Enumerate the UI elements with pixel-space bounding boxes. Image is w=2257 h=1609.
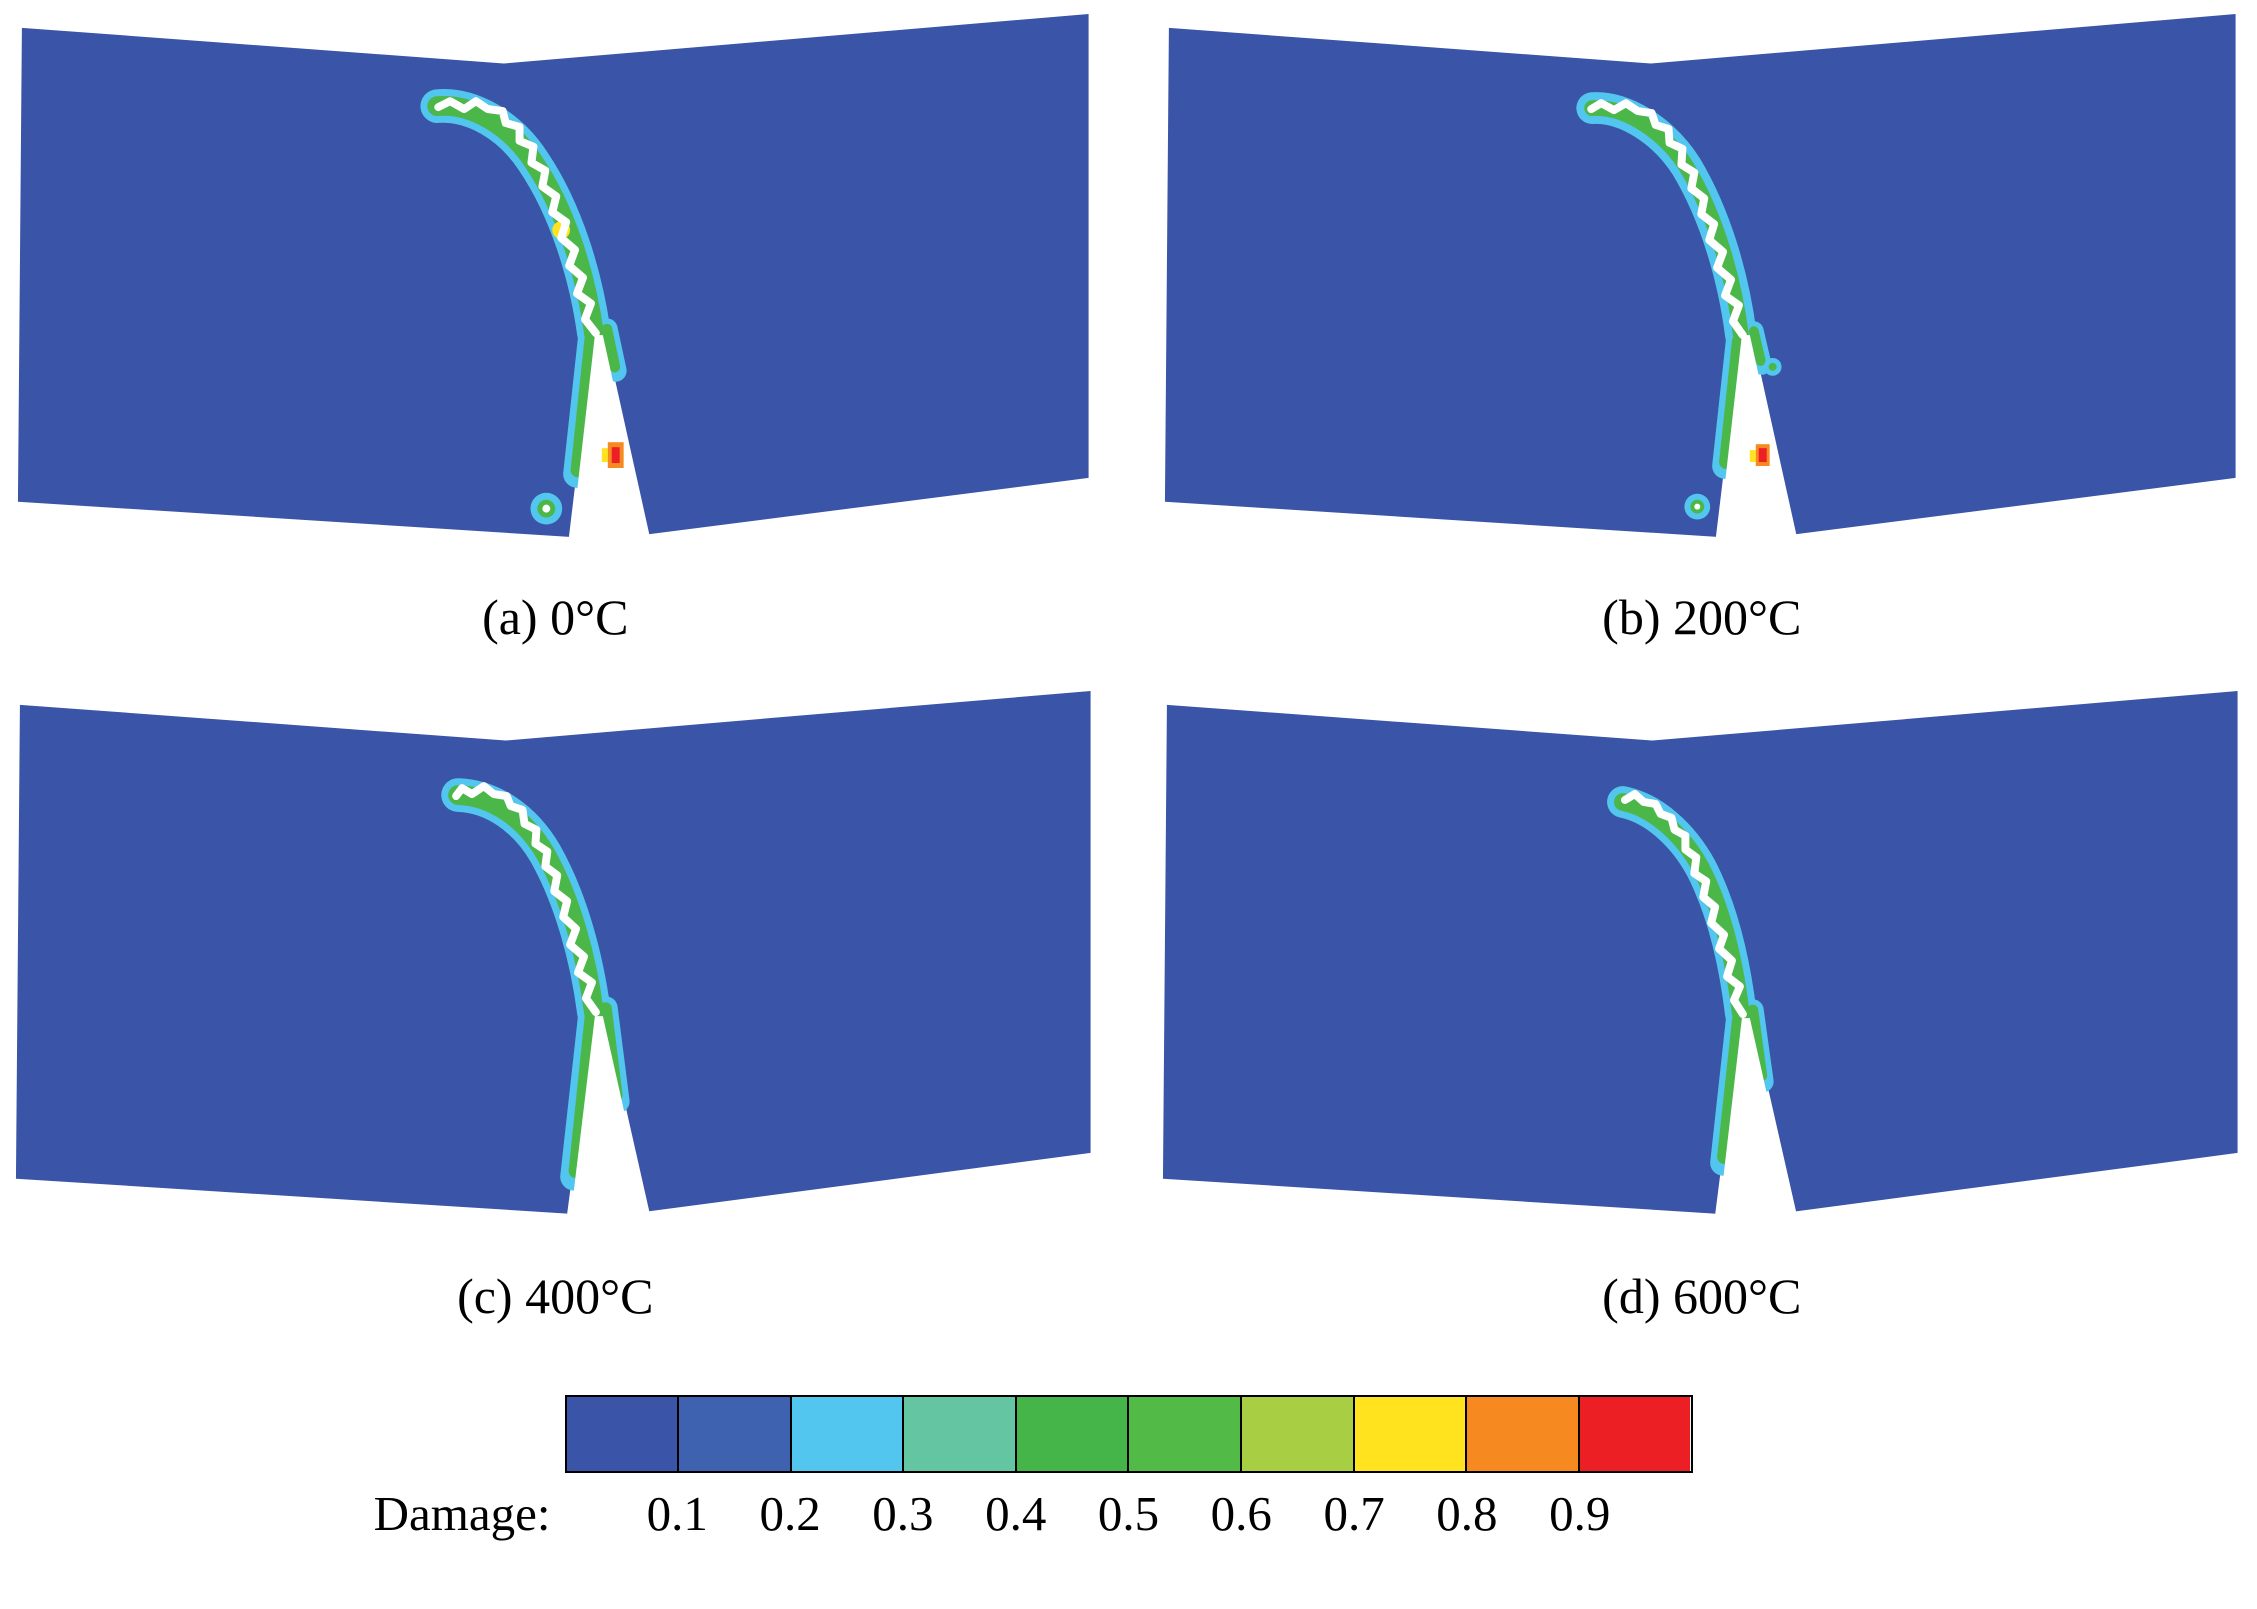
hotspot-yellow-b	[1749, 450, 1756, 463]
panel-b: (b) 200°C	[1157, 8, 2248, 687]
specimen-c	[15, 690, 1091, 1217]
panel-c-caption: (c) 400°C	[457, 1267, 654, 1324]
panel-a: (a) 0°C	[10, 8, 1101, 687]
specimen-d	[1162, 690, 2238, 1217]
damage-blob-core-b	[1693, 503, 1700, 510]
colorbar-band	[1240, 1397, 1353, 1472]
crack-path-b	[1586, 99, 1747, 340]
damage-band-inner-main-d	[1613, 792, 1750, 1023]
colorbar-tick: 0.2	[759, 1486, 821, 1542]
panel-c-plot	[15, 690, 1091, 1221]
damage-dot-inner-b	[1768, 362, 1777, 371]
panel-b-plot	[1164, 13, 2236, 544]
specimen-b	[1164, 13, 2236, 540]
colorbar-ticks: Damage: 0.1 0.2 0.3 0.4 0.5 0.6 0.7 0.8 0.9	[374, 1485, 1693, 1555]
panel-a-plot	[17, 13, 1089, 544]
crack-path-a	[434, 97, 600, 338]
colorbar-band	[902, 1397, 1015, 1472]
notch-core-d	[1717, 1017, 1794, 1222]
colorbar-tick: 0.4	[985, 1486, 1047, 1542]
damage-band-inner-right-a	[601, 323, 621, 373]
damage-band-inner-left-d	[1716, 1012, 1746, 1164]
hotspot-red-b	[1758, 448, 1767, 463]
colorbar-tick: 0.3	[872, 1486, 934, 1542]
colorbar-band	[677, 1397, 790, 1472]
colorbar-tick: 0.5	[1097, 1486, 1160, 1542]
damage-band-inner-left-b	[1718, 334, 1746, 469]
colorbar-bands	[564, 1395, 1693, 1474]
specimen-a	[17, 13, 1089, 540]
panel-b-caption: (b) 200°C	[1602, 589, 1802, 646]
damage-colorbar: Damage: 0.1 0.2 0.3 0.4 0.5 0.6 0.7 0.8 0.9	[374, 1395, 1693, 1555]
colorbar-tick: 0.7	[1323, 1486, 1385, 1542]
panel-d-caption: (d) 600°C	[1602, 1267, 1802, 1324]
crack-path-d	[1620, 789, 1747, 1018]
colorbar-band	[1127, 1397, 1241, 1472]
crack-path-c	[452, 781, 600, 1016]
damage-band-inner-left-a	[570, 331, 600, 478]
panel-d: (d) 600°C	[1157, 687, 2248, 1366]
colorbar-band	[789, 1397, 903, 1472]
colorbar-tick: 0.9	[1549, 1486, 1611, 1542]
colorbar-band	[1014, 1397, 1128, 1472]
panel-c: (c) 400°C	[10, 687, 1101, 1366]
hotspot-yellow-a	[601, 448, 608, 463]
notch-core-c	[570, 1015, 648, 1221]
panel-d-plot	[1162, 690, 2238, 1222]
colorbar-band	[1465, 1397, 1578, 1472]
notch-core-a	[571, 335, 648, 544]
colorbar-label: Damage:	[373, 1486, 551, 1542]
damage-band-inner-left-c	[568, 1010, 600, 1178]
damage-blob-core-a	[542, 504, 551, 513]
panel-grid: (a) 0°C	[10, 8, 2248, 1366]
colorbar-tick: 0.8	[1436, 1486, 1498, 1542]
colorbar-band	[1352, 1397, 1466, 1472]
panel-a-caption: (a) 0°C	[482, 589, 629, 646]
colorbar-tick: 0.6	[1210, 1486, 1272, 1542]
colorbar-band	[566, 1397, 678, 1472]
colorbar-band	[1577, 1397, 1691, 1472]
hotspot-red-a	[611, 447, 620, 464]
notch-core-b	[1717, 335, 1794, 544]
damage-band-inner-right-b	[1748, 326, 1766, 366]
colorbar-tick: 0.1	[646, 1486, 708, 1542]
